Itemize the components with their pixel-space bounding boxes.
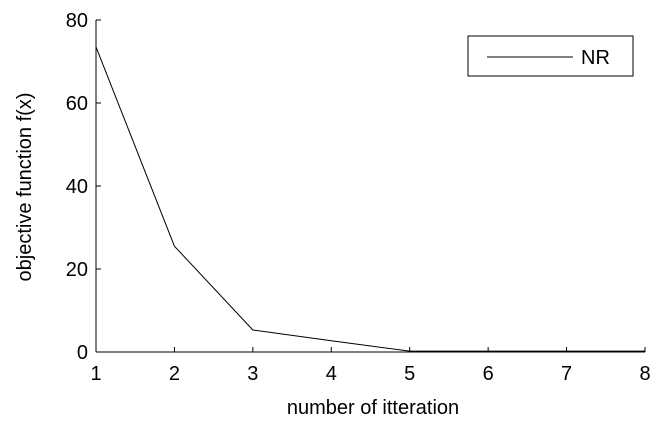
legend: NR [467, 35, 634, 77]
y-tick-label: 60 [66, 93, 88, 115]
legend-label: NR [581, 47, 610, 69]
y-tick-label: 80 [66, 10, 88, 32]
y-tick-label: 20 [66, 259, 88, 281]
x-axis-label: number of itteration [287, 397, 459, 419]
x-tick-label: 1 [90, 363, 101, 385]
y-tick-label: 0 [77, 342, 88, 364]
x-tick-label: 4 [326, 363, 337, 385]
x-tick-label: 2 [169, 363, 180, 385]
series-line [95, 46, 645, 352]
x-tick-label: 6 [483, 363, 494, 385]
series-lines [95, 46, 645, 352]
tick-marks [95, 19, 646, 353]
x-tick-labels: 1 2 3 4 5 6 7 8 [90, 363, 650, 385]
x-tick-label: 5 [404, 363, 415, 385]
x-tick-label: 3 [247, 363, 258, 385]
x-tick-label: 8 [639, 363, 650, 385]
y-tick-labels: 0 20 40 60 80 [66, 10, 88, 364]
y-tick-label: 40 [66, 176, 88, 198]
x-tick-label: 7 [561, 363, 572, 385]
y-axis-label: objective function f(x) [14, 93, 36, 282]
legend-box [467, 35, 634, 77]
